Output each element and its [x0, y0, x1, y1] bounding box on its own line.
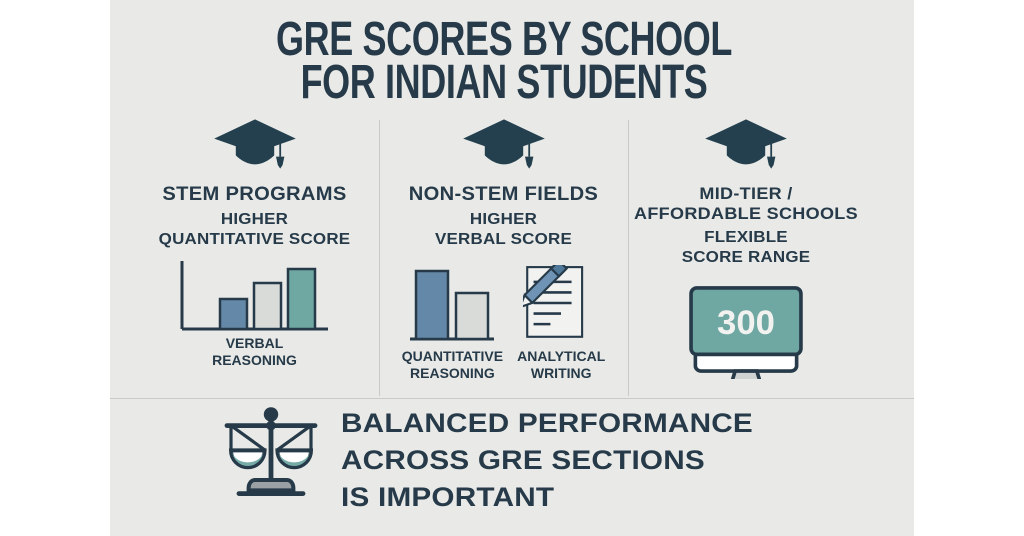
svg-text:300: 300	[717, 304, 775, 342]
